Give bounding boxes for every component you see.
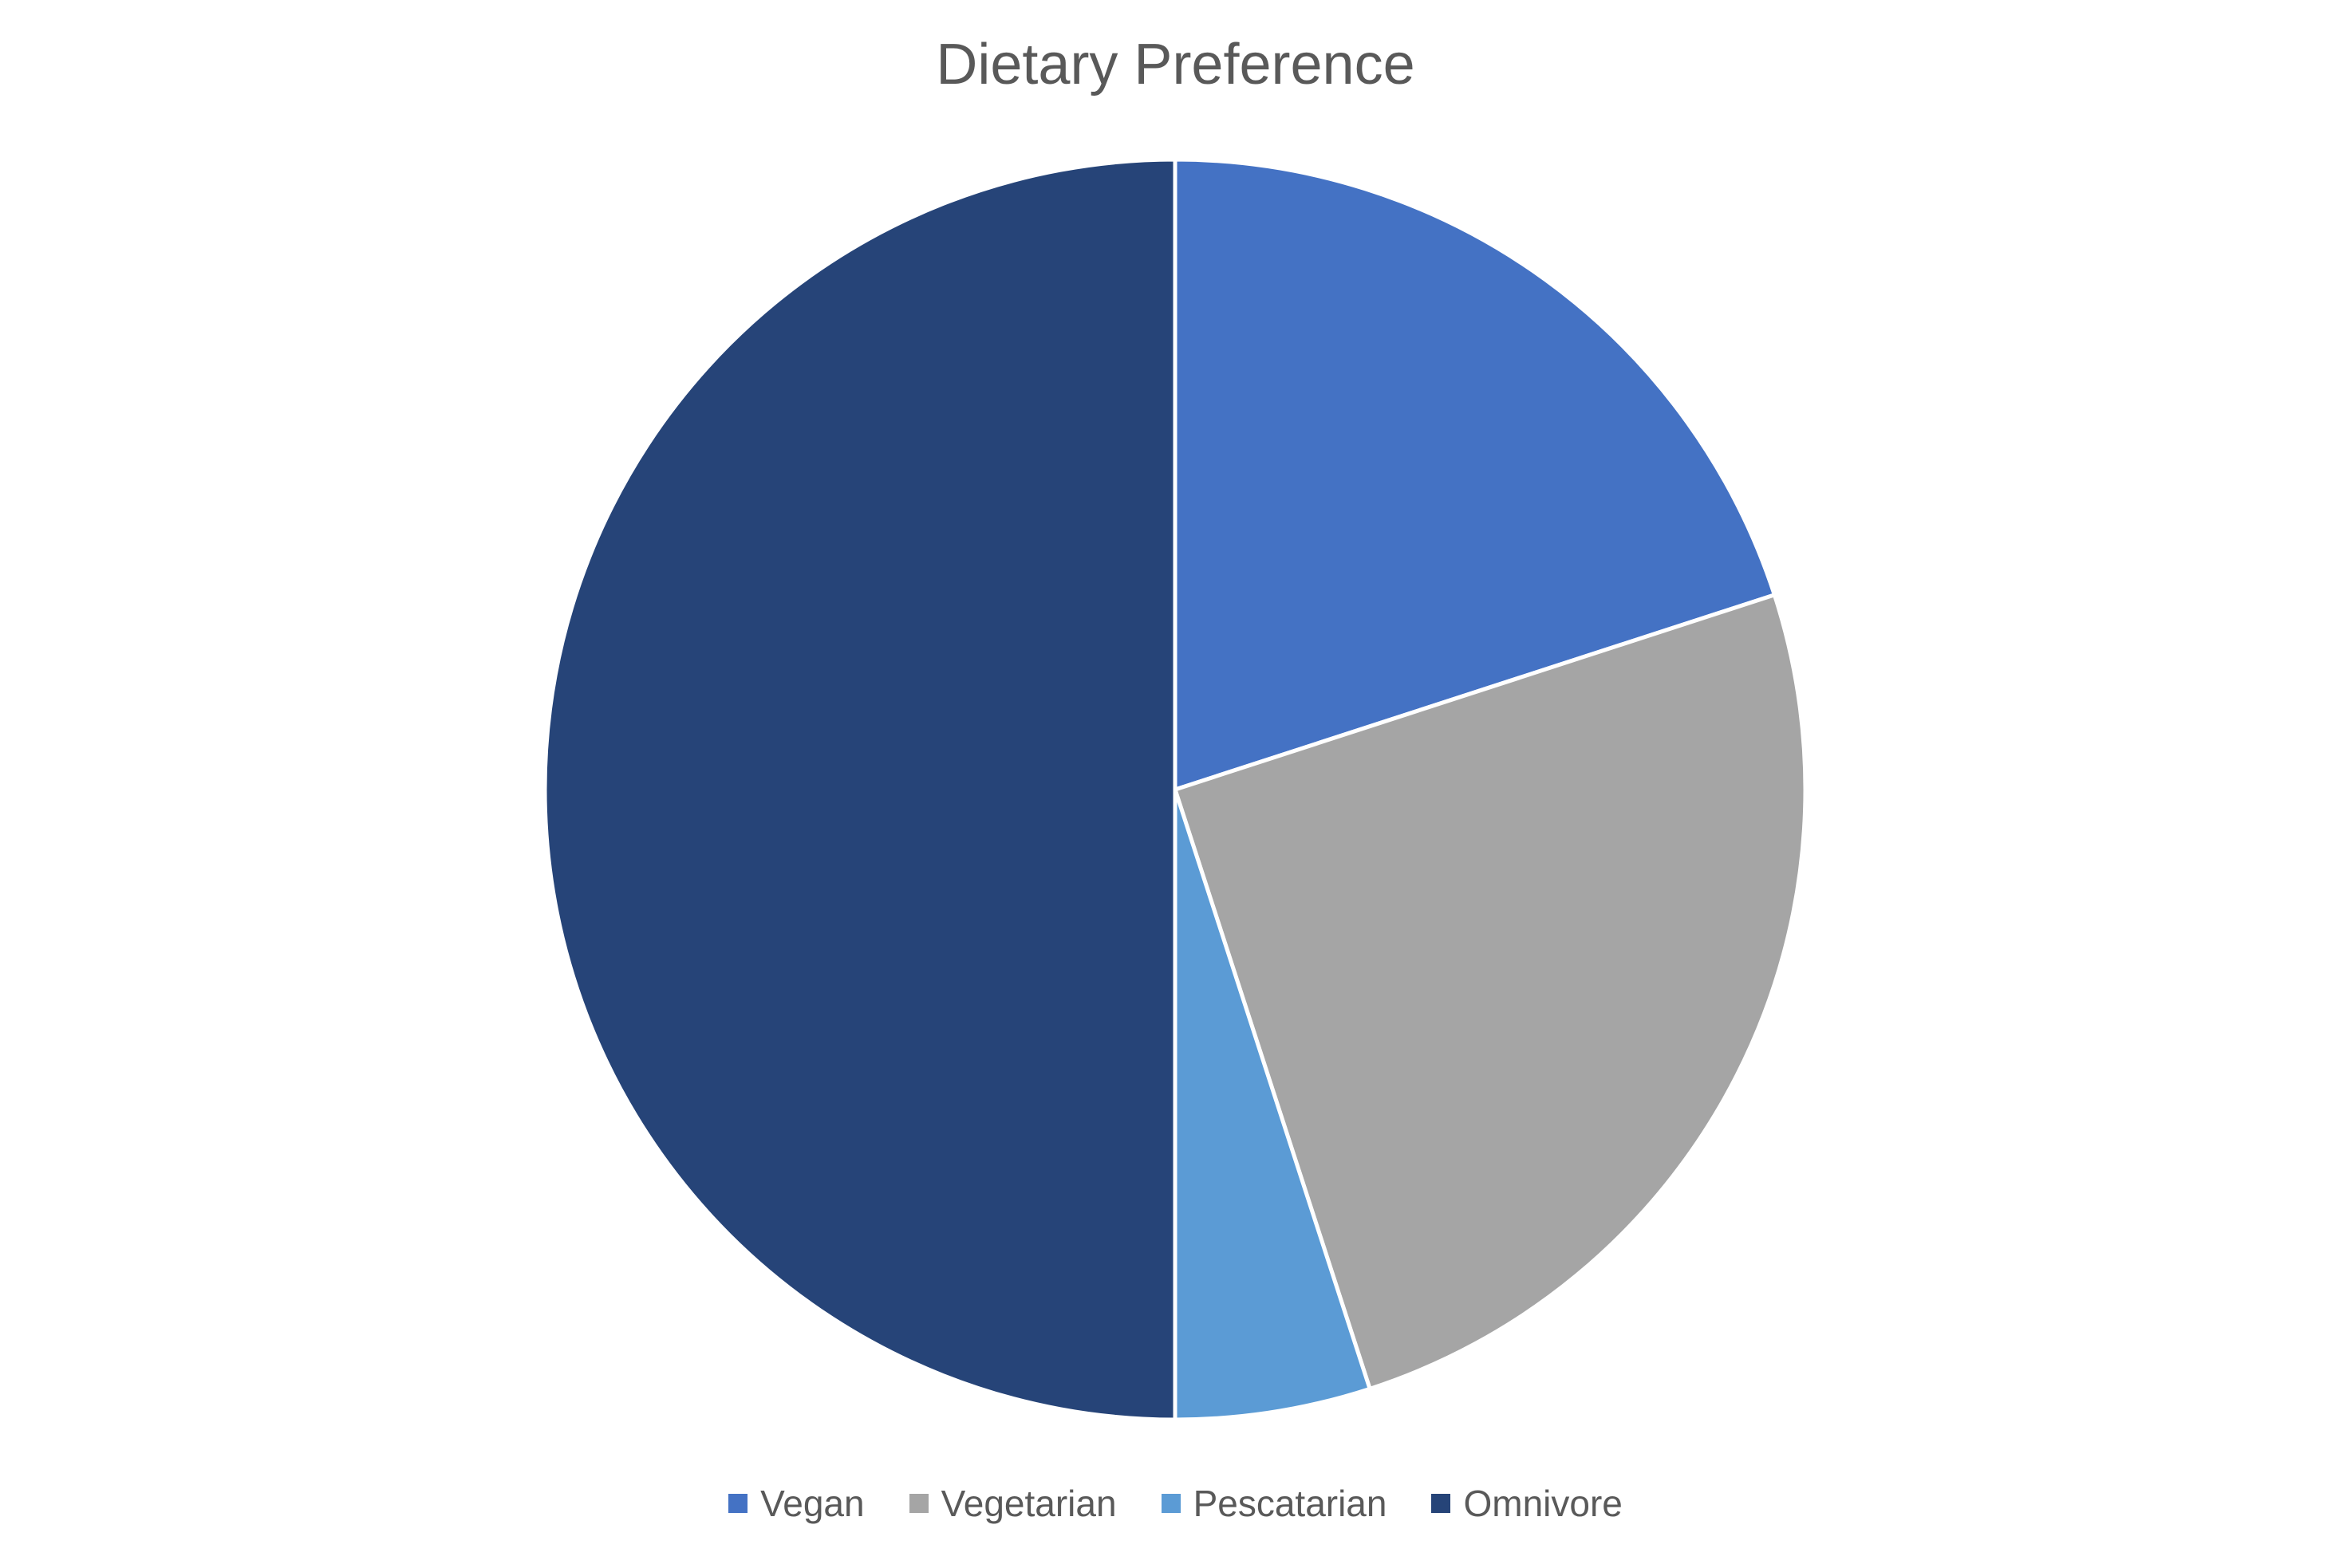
legend-label: Pescatarian xyxy=(1193,1483,1387,1524)
legend-swatch xyxy=(728,1494,748,1513)
pie-slice-vegetarian xyxy=(1173,593,1808,1391)
legend-label: Vegan xyxy=(760,1483,865,1524)
pie-slices xyxy=(542,157,1808,1422)
legend-swatch xyxy=(1161,1494,1181,1513)
legend-item-vegan: Vegan xyxy=(728,1482,865,1525)
legend-swatch xyxy=(909,1494,929,1513)
legend-label: Omnivore xyxy=(1463,1483,1623,1524)
legend-item-omnivore: Omnivore xyxy=(1431,1482,1623,1525)
legend-item-pescatarian: Pescatarian xyxy=(1161,1482,1387,1525)
pie-slice-vegan xyxy=(1173,157,1777,792)
pie-slice-omnivore xyxy=(542,157,1177,1422)
legend: Vegan Vegetarian Pescatarian Omnivore xyxy=(0,1482,2351,1525)
legend-swatch xyxy=(1431,1494,1451,1513)
legend-item-vegetarian: Vegetarian xyxy=(909,1482,1117,1525)
chart-title: Dietary Preference xyxy=(936,33,1415,97)
legend-label: Vegetarian xyxy=(941,1483,1117,1524)
pie-slice-pescatarian xyxy=(1173,787,1372,1422)
